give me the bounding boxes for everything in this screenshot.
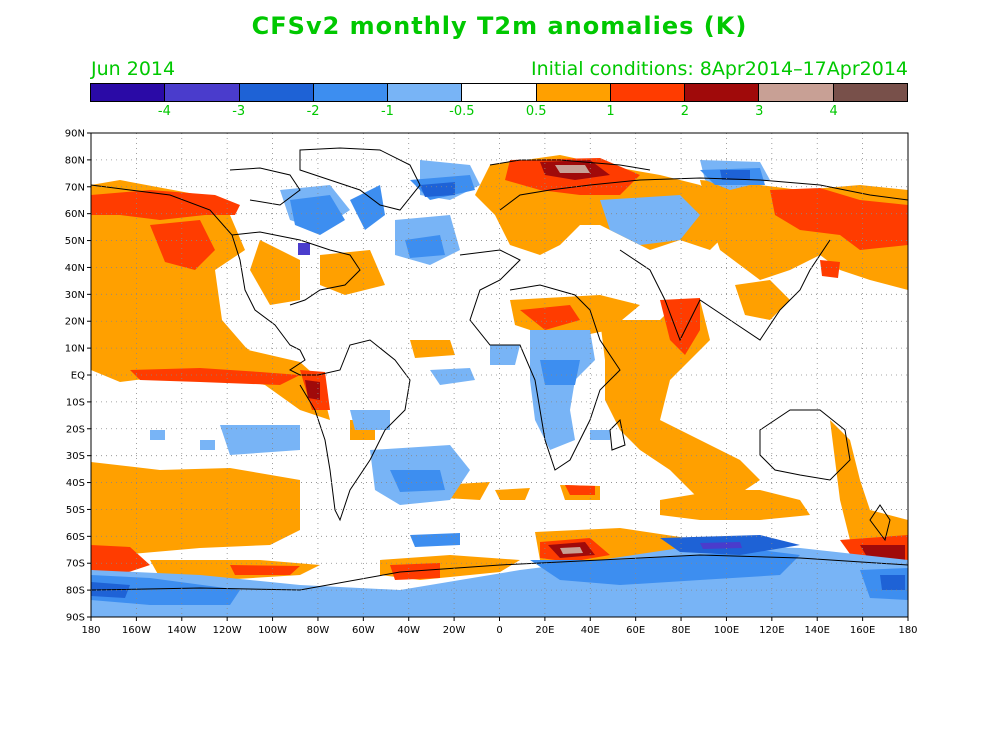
colorbar-swatch [833, 84, 907, 101]
colorbar-swatch [610, 84, 686, 101]
latitude-tick-label: 40S [66, 478, 85, 489]
longitude-axis: 180 160W 140W 120W 100W 80W 60W 40W 20W 0 20E 40E 60… [81, 617, 918, 636]
longitude-tick-label: 120E [759, 625, 784, 636]
longitude-tick-label: 100E [714, 625, 739, 636]
latitude-tick-label: 70N [65, 182, 85, 193]
colorbar-label: 0.5 [525, 104, 547, 119]
latitude-tick-label: 90S [66, 613, 85, 624]
colorbar-label: 2 [680, 104, 690, 119]
latitude-axis: 90N 80N 70N 60N 50N 40N 30N 20N 10N EQ 10S 20S 30S 40… [65, 129, 91, 624]
anomaly-field [91, 155, 908, 617]
colorbar-swatch [536, 84, 611, 101]
colorbar-label: -4 [157, 104, 171, 119]
latitude-tick-label: 10S [66, 397, 85, 408]
colorbar-label: 4 [829, 104, 838, 119]
anomaly-warm-3-4 [555, 165, 590, 554]
map-title: CFSv2 monthly T2m anomalies (K) [251, 12, 748, 40]
latitude-tick-label: 30S [66, 451, 85, 462]
latitude-tick-label: 90N [65, 129, 85, 140]
colorbar-swatch [239, 84, 314, 101]
longitude-tick-label: 20W [443, 625, 466, 636]
colorbar-label: -2 [306, 104, 320, 119]
colorbar-labels: -4 -3 -2 -1 -0.5 0.5 1 2 3 4 [0, 104, 999, 122]
latitude-tick-label: 10N [65, 344, 85, 355]
colorbar-swatch [462, 84, 537, 101]
latitude-tick-label: EQ [71, 371, 85, 382]
longitude-tick-label: 180 [898, 625, 917, 636]
colorbar-swatch [388, 84, 463, 101]
longitude-tick-label: 40E [581, 625, 600, 636]
colorbar [90, 83, 908, 102]
latitude-tick-label: 50N [65, 236, 85, 247]
longitude-tick-label: 140E [805, 625, 830, 636]
initial-conditions: Initial conditions: 8Apr2014–17Apr2014 [530, 58, 908, 80]
longitude-tick-label: 120W [213, 625, 242, 636]
longitude-tick-label: 160W [122, 625, 151, 636]
latitude-tick-label: 50S [66, 505, 85, 516]
colorbar-label: 1 [606, 104, 615, 119]
colorbar-label: -3 [232, 104, 246, 119]
latitude-tick-label: 60S [66, 532, 85, 543]
latitude-tick-label: 40N [65, 263, 85, 274]
colorbar-swatch [759, 84, 834, 101]
latitude-tick-label: 70S [66, 559, 85, 570]
longitude-tick-label: 60W [352, 625, 375, 636]
longitude-tick-label: 0 [496, 625, 502, 636]
colorbar-swatch [313, 84, 389, 101]
longitude-tick-label: 100W [258, 625, 287, 636]
longitude-tick-label: 160E [850, 625, 875, 636]
forecast-month: Jun 2014 [91, 58, 176, 80]
graticule [91, 133, 908, 617]
longitude-tick-label: 60E [626, 625, 645, 636]
longitude-tick-label: 40W [397, 625, 420, 636]
colorbar-swatch [165, 84, 240, 101]
latitude-tick-label: 20S [66, 424, 85, 435]
latitude-tick-label: 60N [65, 209, 85, 220]
colorbar-label: -0.5 [449, 104, 475, 119]
latitude-tick-label: 80S [66, 586, 85, 597]
colorbar-swatch [91, 84, 166, 101]
longitude-tick-label: 20E [535, 625, 554, 636]
coastlines [91, 147, 908, 591]
colorbar-swatch [685, 84, 760, 101]
colorbar-label: 3 [755, 104, 764, 119]
longitude-tick-label: 140W [167, 625, 196, 636]
colorbar-label: -1 [380, 104, 394, 119]
longitude-tick-label: 80E [672, 625, 691, 636]
longitude-tick-label: 180 [81, 625, 100, 636]
latitude-tick-label: 80N [65, 155, 85, 166]
latitude-tick-label: 20N [65, 317, 85, 328]
latitude-tick-label: 30N [65, 290, 85, 301]
longitude-tick-label: 80W [307, 625, 330, 636]
anomaly-cool-3-4 [298, 243, 742, 549]
